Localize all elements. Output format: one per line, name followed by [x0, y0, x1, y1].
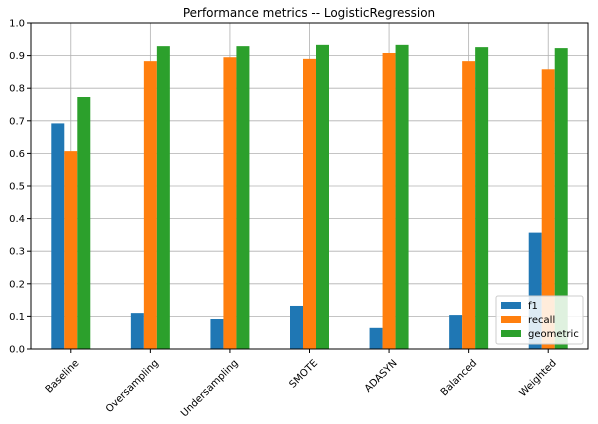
bars [51, 44, 568, 350]
chart-title: Performance metrics -- LogisticRegressio… [183, 6, 435, 20]
bar-geometric-baseline [77, 97, 91, 349]
bar-geometric-undersampling [236, 46, 250, 350]
bar-f1-smote [290, 305, 303, 349]
y-tick-label: 1.0 [9, 19, 25, 30]
y-tick-label: 0.7 [9, 116, 25, 127]
bar-f1-undersampling [210, 319, 224, 349]
legend-label-f1: f1 [528, 301, 538, 312]
legend-swatch-geometric [501, 330, 521, 337]
legend-swatch-recall [501, 316, 521, 323]
bar-recall-undersampling [223, 57, 237, 349]
bar-recall-adasyn [382, 52, 396, 349]
bar-f1-baseline [51, 123, 65, 350]
bar-recall-oversampling [143, 61, 157, 349]
bar-geometric-adasyn [395, 44, 409, 349]
y-tick-label: 0.6 [9, 149, 25, 160]
bar-recall-baseline [64, 151, 78, 349]
bar-f1-adasyn [369, 327, 383, 349]
bar-recall-balanced [462, 61, 476, 349]
y-tick-label: 0.8 [9, 84, 25, 95]
bar-f1-oversampling [130, 313, 144, 349]
y-tick-label: 0.5 [9, 182, 25, 193]
bar-geometric-weighted [554, 48, 568, 350]
bar-geometric-smote [316, 44, 329, 349]
y-tick-label: 0.0 [9, 345, 25, 356]
bar-f1-balanced [449, 315, 463, 349]
bar-geometric-balanced [475, 47, 489, 350]
legend-label-geometric: geometric [528, 329, 579, 340]
bar-recall-weighted [541, 69, 555, 350]
y-tick-label: 0.3 [9, 247, 25, 258]
y-tick-label: 0.2 [9, 279, 25, 290]
bar-geometric-oversampling [156, 46, 170, 350]
bar-recall-smote [303, 58, 316, 350]
legend: f1 recall geometric [495, 295, 584, 345]
legend-label-recall: recall [528, 315, 555, 326]
y-tick-label: 0.9 [9, 51, 25, 62]
y-tick-label: 0.1 [9, 312, 25, 323]
y-tick-label: 0.4 [9, 214, 25, 225]
legend-swatch-f1 [501, 302, 521, 309]
y-axis: 0.0 0.1 0.2 0.3 0.4 0.5 0.6 0.7 0.8 0.9 1.0 [9, 19, 31, 356]
